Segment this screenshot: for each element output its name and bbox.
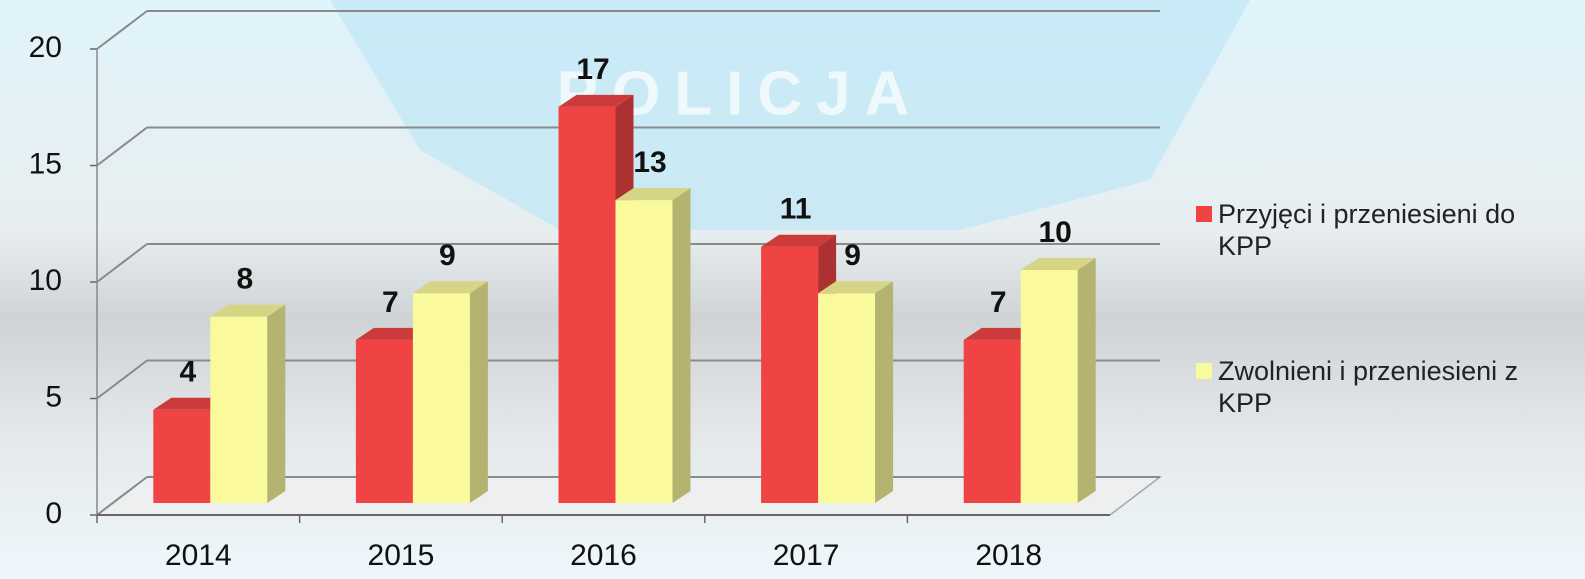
data-label: 7 — [990, 286, 1007, 319]
bar-top — [818, 281, 894, 294]
bar — [761, 246, 819, 503]
bar — [558, 106, 616, 504]
bar-top — [761, 234, 837, 247]
bar-top — [412, 281, 488, 294]
legend-swatch — [1196, 206, 1212, 222]
data-label: 4 — [179, 356, 196, 389]
x-tick-label: 2015 — [368, 539, 435, 572]
bar-side — [672, 188, 691, 503]
grid-line — [96, 126, 148, 167]
y-tick-label: 5 — [45, 380, 62, 413]
bar — [818, 293, 876, 503]
bar — [963, 339, 1021, 503]
bar — [615, 200, 673, 503]
bar-side — [1077, 258, 1096, 503]
bar-top — [558, 94, 634, 107]
data-label: 11 — [780, 193, 812, 226]
grid-line — [96, 476, 148, 516]
data-label: 8 — [236, 263, 253, 296]
bar — [355, 339, 413, 503]
grid-line — [96, 359, 148, 400]
legend-item: Przyjęci i przeniesieni do KPP — [1196, 198, 1558, 262]
bar — [412, 293, 470, 503]
legend-swatch — [1196, 363, 1212, 379]
x-tick-label: 2014 — [165, 539, 232, 572]
bar-side — [875, 281, 894, 503]
grid-line — [96, 243, 148, 283]
bar-side — [267, 304, 286, 503]
data-label: 9 — [439, 239, 456, 272]
data-label: 9 — [844, 239, 861, 272]
legend-item: Zwolnieni i przeniesieni z KPP — [1196, 355, 1558, 419]
x-tick-label: 2016 — [570, 539, 637, 572]
bar-top — [153, 397, 229, 410]
bar-top — [210, 304, 286, 317]
data-label: 13 — [633, 146, 666, 179]
bar — [153, 409, 211, 503]
y-tick-label: 0 — [45, 497, 62, 530]
legend-label: Przyjęci i przeniesieni do KPP — [1218, 199, 1516, 261]
y-tick-label: 15 — [29, 147, 62, 180]
data-label: 7 — [382, 286, 399, 319]
bar — [210, 316, 268, 503]
legend-label: Zwolnieni i przeniesieni z KPP — [1218, 356, 1519, 418]
bar-top — [615, 188, 691, 201]
bar-side — [469, 281, 488, 503]
data-label: 10 — [1039, 216, 1072, 249]
data-label: 17 — [576, 53, 609, 86]
y-tick-label: 20 — [29, 31, 62, 64]
bar-top — [355, 327, 431, 340]
x-tick-label: 2018 — [975, 539, 1042, 572]
grid-line — [96, 10, 148, 50]
y-tick-label: 10 — [29, 264, 62, 297]
bar — [1020, 270, 1078, 503]
x-tick-label: 2017 — [773, 539, 840, 572]
bar-top — [963, 327, 1039, 340]
bar-top — [1020, 258, 1096, 270]
